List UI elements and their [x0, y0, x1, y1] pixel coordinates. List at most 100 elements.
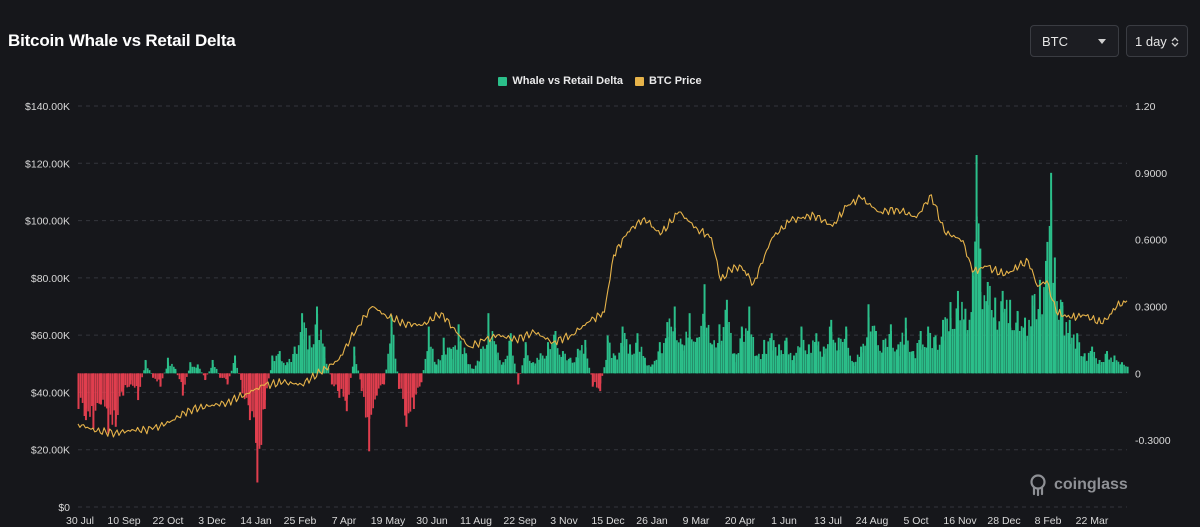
delta-bar [545, 355, 548, 374]
delta-bar [154, 373, 156, 379]
delta-bar-point [681, 344, 684, 374]
delta-bar [459, 340, 462, 374]
delta-bar [780, 350, 783, 374]
delta-bar [886, 346, 889, 374]
delta-bar-point [569, 357, 572, 374]
delta-bar [989, 285, 991, 374]
delta-bar [642, 356, 645, 374]
delta-bar [132, 373, 134, 386]
delta-bar [1058, 319, 1060, 374]
delta-bar [640, 346, 643, 374]
delta-bar [340, 373, 343, 389]
brand-label: coinglass [1054, 476, 1128, 493]
delta-bar-point [867, 304, 870, 374]
left-tick-label: $20.00K [31, 445, 70, 457]
chevron-down-icon [1098, 39, 1106, 44]
delta-bar [938, 344, 941, 374]
delta-bar-point [897, 344, 900, 374]
delta-bar [351, 366, 354, 374]
legend-item-delta[interactable]: Whale vs Retail Delta [498, 75, 623, 87]
delta-bar [1005, 299, 1008, 374]
x-tick-label: 3 Dec [198, 515, 225, 527]
delta-bar [668, 318, 671, 374]
delta-bar [953, 328, 956, 374]
right-tick-label: 0.9000 [1135, 168, 1167, 180]
delta-bar [355, 364, 358, 374]
delta-bar-point [524, 342, 527, 374]
delta-bar-point [532, 362, 535, 374]
delta-bar [158, 373, 160, 380]
delta-bar [804, 350, 807, 374]
delta-bar [1100, 362, 1103, 374]
delta-bar [922, 344, 924, 374]
delta-bar-point [956, 290, 959, 374]
delta-bar [664, 338, 667, 374]
delta-bar [556, 348, 559, 374]
delta-bar [564, 353, 566, 374]
x-tick-label: 20 Apr [725, 515, 756, 527]
delta-bar [782, 354, 784, 374]
delta-bar [903, 344, 906, 374]
delta-bar [89, 373, 91, 417]
delta-bar [91, 373, 93, 407]
delta-bar [290, 361, 293, 374]
interval-select[interactable]: 1 day [1126, 25, 1188, 57]
delta-bar [238, 373, 240, 374]
delta-bar [841, 341, 844, 374]
delta-bar [840, 338, 842, 374]
delta-bar [672, 331, 674, 374]
x-tick-label: 30 Jul [66, 515, 94, 527]
delta-bar-point [248, 373, 251, 421]
delta-bar [184, 373, 186, 385]
delta-bar-point [234, 355, 237, 374]
delta-bar [918, 339, 920, 374]
delta-bar [310, 347, 313, 374]
delta-bar [909, 351, 911, 374]
x-tick-label: 22 Sep [503, 515, 536, 527]
delta-bar [269, 370, 272, 374]
delta-bar [363, 373, 365, 397]
delta-bar [206, 373, 209, 375]
delta-bar-point [1106, 351, 1109, 374]
delta-bar [402, 373, 404, 399]
delta-bar [810, 352, 812, 374]
delta-bar-point [323, 346, 326, 374]
delta-bar-point [1009, 299, 1012, 374]
delta-bar [799, 347, 801, 374]
delta-bar-point [874, 331, 877, 374]
x-tick-label: 7 Apr [332, 515, 357, 527]
delta-bar [959, 320, 961, 374]
delta-bar [655, 359, 658, 374]
delta-bar-point [919, 331, 922, 374]
delta-bar-point [1024, 317, 1027, 374]
delta-bar [195, 367, 197, 374]
up-down-chevron-icon [1171, 37, 1179, 47]
delta-bar [597, 373, 600, 389]
delta-bar-point [397, 373, 400, 389]
coin-select[interactable]: BTC [1030, 25, 1119, 57]
delta-bar [739, 338, 742, 374]
delta-bar-point [360, 373, 363, 392]
x-tick-label: 13 Jul [814, 515, 842, 527]
delta-bar [925, 347, 928, 374]
delta-bar [568, 358, 570, 374]
delta-bar [169, 365, 171, 374]
delta-bar [111, 373, 114, 425]
delta-bar [1020, 326, 1023, 374]
delta-bar [1063, 335, 1066, 374]
legend-item-price[interactable]: BTC Price [635, 75, 702, 87]
delta-bar [916, 343, 919, 374]
delta-bar [173, 366, 175, 374]
delta-bar [946, 318, 948, 374]
delta-bar [493, 341, 496, 374]
delta-bar [1018, 330, 1021, 374]
delta-bar-point [241, 373, 244, 394]
delta-bar [262, 373, 265, 410]
delta-bar [1041, 314, 1043, 374]
delta-bar [161, 373, 164, 379]
delta-bar [661, 353, 663, 374]
delta-bar [601, 373, 604, 376]
delta-bar [372, 373, 374, 409]
x-tick-label: 9 Mar [683, 515, 710, 527]
delta-bar-point [1098, 359, 1101, 374]
